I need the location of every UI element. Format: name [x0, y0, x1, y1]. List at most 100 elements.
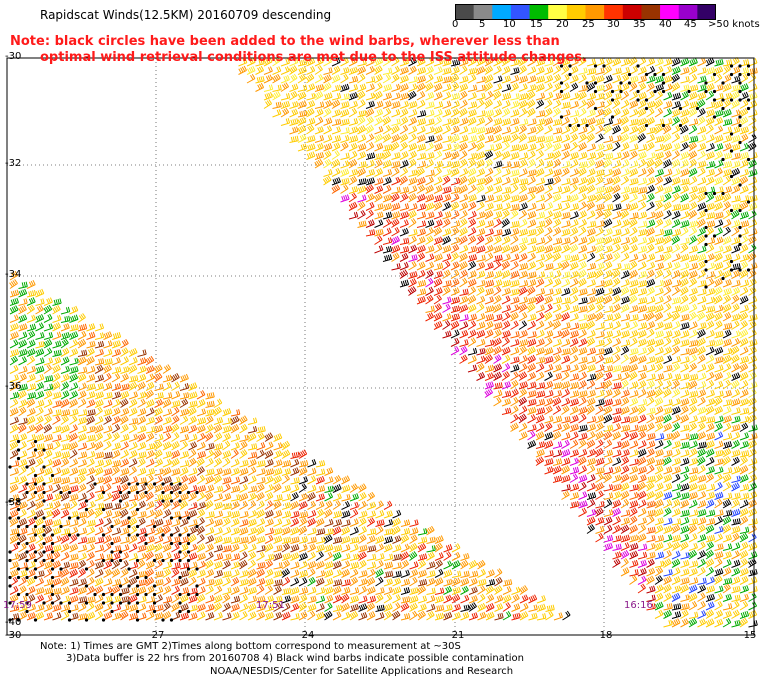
wind-barb [510, 279, 520, 288]
wind-barb [358, 510, 368, 519]
wind-barb [637, 567, 647, 577]
wind-barb [373, 65, 383, 75]
wind-barb [696, 99, 706, 109]
wind-barb [442, 100, 452, 109]
wind-barb [425, 294, 434, 305]
wind-barb [714, 269, 724, 279]
wind-barb [493, 185, 503, 194]
wind-barb [331, 184, 341, 194]
wind-barb [680, 348, 690, 356]
wind-barb [145, 576, 155, 587]
wind-barb [459, 99, 468, 109]
wind-barb [663, 399, 673, 407]
wind-barb [663, 414, 672, 424]
wind-barb [671, 567, 681, 577]
contamination-dot [135, 592, 140, 597]
contamination-dot [118, 558, 123, 563]
wind-barb [561, 312, 570, 322]
wind-barb [111, 366, 122, 374]
wind-barb [603, 235, 613, 245]
wind-barb [307, 467, 317, 476]
wind-barb [731, 91, 740, 101]
contamination-dot [16, 592, 21, 597]
wind-barb [171, 415, 180, 425]
wind-barb [382, 184, 392, 194]
wind-barb [433, 236, 443, 245]
wind-barb [494, 576, 503, 587]
wind-barb [612, 382, 622, 390]
wind-barb [348, 175, 358, 186]
wind-barb [307, 484, 317, 493]
wind-barb [748, 448, 757, 458]
wind-barb [69, 543, 79, 553]
wind-barb [578, 363, 588, 373]
wind-barb [213, 602, 223, 612]
wind-barb [654, 304, 664, 313]
wind-barb [409, 527, 419, 536]
wind-barb [137, 373, 147, 383]
wind-barb [298, 500, 308, 510]
wind-barb [60, 415, 69, 425]
wind-barb [392, 562, 402, 570]
wind-barb [60, 595, 71, 604]
wind-barb [739, 610, 750, 619]
wind-barb [128, 594, 138, 604]
wind-barb [297, 84, 308, 92]
wind-barb [103, 467, 113, 476]
wind-barb [722, 543, 733, 551]
wind-barb [705, 134, 715, 143]
wind-barb [748, 152, 758, 160]
wind-barb [204, 500, 214, 510]
wind-barb [561, 397, 571, 407]
contamination-dot [738, 64, 742, 68]
wind-barb [365, 159, 375, 169]
contamination-dot [144, 575, 148, 580]
wind-barb [680, 339, 690, 347]
wind-barb [586, 397, 596, 407]
wind-barb [289, 108, 299, 118]
wind-barb [722, 406, 732, 415]
wind-barb [654, 83, 664, 92]
wind-barb [162, 500, 171, 510]
wind-barb [586, 364, 596, 373]
colorbar-labels: 0 5 10 15 20 25 30 35 40 45 >50 knots [450, 19, 760, 33]
wind-barb [722, 160, 733, 169]
wind-barb [620, 465, 630, 475]
wind-barb [527, 313, 537, 322]
wind-barb [722, 74, 732, 84]
wind-barb [569, 423, 579, 432]
wind-barb [434, 577, 444, 587]
wind-barb [595, 414, 605, 424]
wind-barb [510, 82, 519, 92]
wind-barb [646, 448, 655, 458]
colorbar-label: >50 knots [708, 19, 760, 30]
wind-barb [145, 543, 155, 553]
wind-barb [86, 560, 95, 570]
wind-barb [18, 542, 27, 553]
wind-barb [493, 235, 502, 245]
wind-barb [637, 380, 647, 390]
wind-barb [332, 544, 343, 553]
wind-barb [671, 125, 681, 135]
wind-barb [77, 382, 87, 391]
wind-barb [663, 185, 673, 194]
wind-barb [196, 457, 205, 468]
wind-barb [663, 491, 673, 500]
wind-barb [680, 57, 690, 67]
wind-barb [680, 457, 690, 466]
wind-barb [77, 596, 88, 604]
wind-barb [476, 116, 486, 126]
wind-barb [340, 152, 350, 160]
wind-barb [315, 611, 325, 621]
wind-barb [501, 75, 511, 84]
wind-barb [569, 337, 579, 347]
wind-barb [697, 354, 706, 364]
wind-barb [595, 227, 604, 237]
wind-barb [544, 262, 554, 271]
wind-barb [332, 551, 342, 561]
wind-barb [247, 586, 257, 595]
wind-barb [629, 269, 638, 279]
wind-barb [748, 313, 758, 322]
wind-barb [654, 601, 664, 611]
wind-barb [578, 133, 587, 143]
